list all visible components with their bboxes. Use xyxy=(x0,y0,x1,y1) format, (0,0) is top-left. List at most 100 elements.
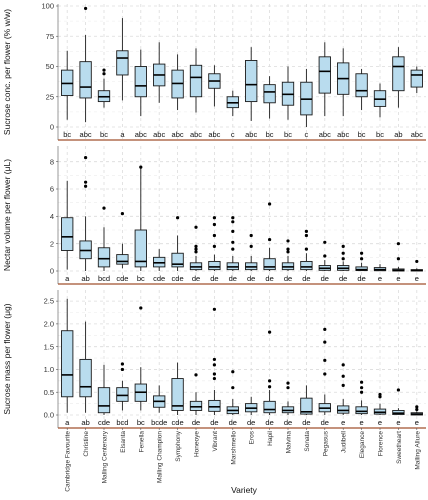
box-fenella: bc xyxy=(134,165,147,283)
x-category-label: Honeoye xyxy=(194,431,201,457)
significance-letter: abc xyxy=(80,130,92,139)
box-vibrant: abc xyxy=(208,65,221,139)
box-marshmello: de xyxy=(226,216,239,283)
box-malling-centenary: bc xyxy=(97,68,111,139)
significance-letter: de xyxy=(357,274,365,283)
box-body xyxy=(189,400,203,411)
outlier-point xyxy=(304,233,308,238)
outlier-point xyxy=(231,386,235,390)
significance-letter: bc xyxy=(63,130,71,139)
box-honeoye: de xyxy=(189,225,203,283)
x-category-label: Symphony xyxy=(175,430,182,461)
box-malling-centenary: bcd xyxy=(97,206,111,283)
outlier-point xyxy=(231,247,235,251)
significance-letter: a xyxy=(120,130,125,139)
outlier-point xyxy=(84,184,88,188)
significance-letter: bc xyxy=(358,130,366,139)
box-fenella: bc xyxy=(134,306,147,427)
significance-letter: abc xyxy=(153,130,165,139)
x-category-label: Eros xyxy=(249,430,256,444)
x-category-label: Christine xyxy=(83,431,90,457)
outlier-point xyxy=(120,362,124,366)
x-category-label: Elegance xyxy=(359,431,366,458)
outlier-point xyxy=(286,381,290,385)
outlier-point xyxy=(415,407,419,412)
significance-letter: de xyxy=(339,274,347,283)
significance-letter: e xyxy=(396,274,400,283)
outlier-point xyxy=(268,330,272,334)
outlier-point xyxy=(360,257,364,261)
significance-letter: de xyxy=(302,418,310,427)
significance-letter: ab xyxy=(81,274,89,283)
box-sweetheart: ab xyxy=(392,47,405,139)
significance-letter: a xyxy=(65,274,70,283)
box-symphony: abc xyxy=(171,54,184,139)
box-christine: abc xyxy=(79,6,92,139)
significance-letter: de xyxy=(321,274,329,283)
significance-letter: de xyxy=(210,274,218,283)
outlier-point xyxy=(396,242,400,246)
box-sonata: de xyxy=(300,229,313,283)
box-symphony: cde xyxy=(171,362,184,427)
box-elegance: de xyxy=(355,251,368,283)
y-tick-label: 0 xyxy=(50,267,54,276)
significance-letter: de xyxy=(192,274,200,283)
y-tick-label: 4 xyxy=(50,212,54,221)
outlier-point xyxy=(194,373,198,377)
y-axis-title: Nectar volume per flower (μL) xyxy=(2,159,12,271)
significance-letter: abc xyxy=(319,130,331,139)
x-category-labels: Cambridge Favourite Christine Malling Cent… xyxy=(65,428,421,492)
outlier-point xyxy=(323,254,327,258)
x-category-label: Sweetheart xyxy=(396,431,403,464)
outlier-point xyxy=(323,340,327,344)
significance-letter: cde xyxy=(153,274,165,283)
box-malling-allure: e xyxy=(410,405,423,427)
box-malling-allure: e xyxy=(410,259,423,283)
box-malvina: de xyxy=(281,381,295,427)
box-body xyxy=(97,387,111,414)
x-category-label: Cambridge Favourite xyxy=(65,431,72,492)
outlier-point xyxy=(286,247,290,251)
outlier-point xyxy=(341,383,345,387)
outlier-point xyxy=(84,6,88,11)
x-category-label: Elsanta xyxy=(120,431,127,453)
outlier-point xyxy=(194,225,198,229)
outlier-point xyxy=(212,307,216,311)
significance-letter: e xyxy=(396,418,400,427)
outlier-point xyxy=(212,216,216,220)
box-sweetheart: e xyxy=(392,388,405,427)
significance-letter: de xyxy=(284,274,292,283)
box-marshmello: c xyxy=(226,90,239,139)
significance-letter: de xyxy=(302,274,310,283)
y-tick-label: 0 xyxy=(50,123,54,132)
box-body xyxy=(134,229,147,268)
outlier-point xyxy=(212,357,216,362)
outlier-point xyxy=(323,358,327,362)
box-body xyxy=(116,50,129,76)
significance-letter: cde xyxy=(172,274,184,283)
outlier-point xyxy=(341,251,345,255)
y-tick-label: 6 xyxy=(50,185,54,194)
box-christine: ab xyxy=(79,321,92,427)
box-cambridge-favourite: a xyxy=(61,180,74,283)
box-malling-champion: abc xyxy=(153,42,165,139)
significance-letter: c xyxy=(305,130,309,139)
y-tick-label: 100 xyxy=(41,2,54,11)
box-malvina: bc xyxy=(281,66,295,139)
outlier-point xyxy=(268,385,272,389)
significance-letter: abc xyxy=(190,130,202,139)
x-category-label: Vibrant xyxy=(212,431,219,452)
outlier-point xyxy=(194,244,198,248)
outlier-point xyxy=(341,374,345,378)
box-body xyxy=(116,387,129,402)
outlier-point xyxy=(378,395,382,399)
outlier-point xyxy=(268,202,272,206)
y-tick-label: 2 xyxy=(50,239,54,248)
x-category-label: Malling Champion xyxy=(157,431,164,483)
box-body xyxy=(263,84,276,104)
box-malling-centenary: cde xyxy=(97,364,111,427)
outlier-point xyxy=(231,240,235,244)
significance-letter: bc xyxy=(376,130,384,139)
y-tick-label: 25 xyxy=(46,92,54,101)
